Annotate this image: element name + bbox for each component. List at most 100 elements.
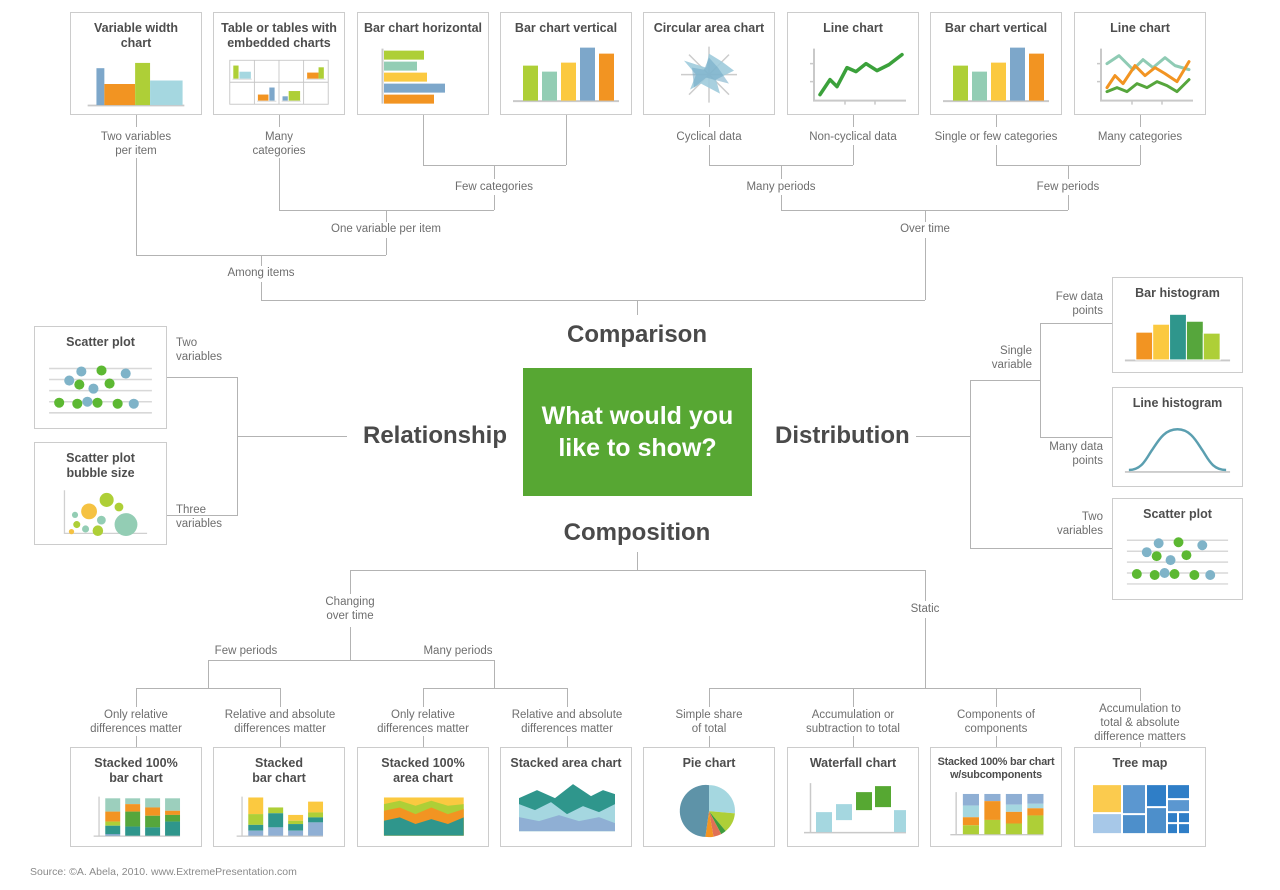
node-static: Static <box>910 603 940 615</box>
card-bar-chart-vertical-2: Bar chart vertical <box>930 12 1062 115</box>
card-title: Table or tables with embedded charts <box>221 21 337 50</box>
node-many-data-points: Many data points <box>1049 441 1103 468</box>
connector-line <box>925 210 926 222</box>
multi-line-chart-icon <box>1075 38 1205 114</box>
scatter-plot-icon <box>1113 524 1242 599</box>
connector-line <box>1040 323 1112 324</box>
node-relative-absolute-1: Relative and absolute differences matter <box>224 709 336 736</box>
connector-line <box>494 165 495 179</box>
connector-line <box>136 736 137 747</box>
connector-line <box>350 570 351 594</box>
card-title: Bar chart vertical <box>514 21 618 35</box>
connector-line <box>996 688 997 707</box>
connector-line <box>566 115 567 165</box>
connector-line <box>637 300 638 315</box>
stacked-area-chart-icon <box>501 773 631 846</box>
connector-line <box>423 736 424 747</box>
node-many-periods: Many periods <box>746 181 816 193</box>
connector-line <box>853 115 854 127</box>
node-changing-over-time: Changing over time <box>325 596 375 623</box>
connector-line <box>853 736 854 747</box>
stacked-100-bar-chart-icon <box>71 788 201 847</box>
connector-line <box>1040 323 1041 438</box>
card-title: Stacked 100% bar chart w/subcomponents <box>937 756 1055 781</box>
bar-chart-vertical-icon <box>501 38 631 114</box>
card-title: Stacked bar chart <box>252 756 306 785</box>
connector-line <box>996 115 997 127</box>
connector-line <box>970 380 971 549</box>
connector-line <box>853 688 854 707</box>
connector-line <box>423 688 424 707</box>
card-title: Stacked 100% area chart <box>381 756 465 785</box>
connector-line <box>1140 742 1141 747</box>
table-embedded-charts-icon <box>214 53 344 115</box>
node-one-variable-per-item: One variable per item <box>331 223 441 235</box>
source-credit: Source: ©A. Abela, 2010. www.ExtremePres… <box>30 866 297 878</box>
connector-line <box>1068 165 1069 179</box>
node-few-periods: Few periods <box>1036 181 1100 193</box>
card-tree-map: Tree map <box>1074 747 1206 847</box>
connector-line <box>167 377 237 378</box>
connector-line <box>350 570 925 571</box>
connector-line <box>925 238 926 300</box>
card-title: Circular area chart <box>653 21 765 35</box>
card-title: Line chart <box>823 21 883 35</box>
connector-line <box>853 145 854 165</box>
question-box: What would you like to show? <box>523 368 752 496</box>
connector-line <box>386 238 387 255</box>
card-title: Scatter plot <box>1143 507 1212 521</box>
bar-chart-horizontal-icon <box>358 38 488 114</box>
connector-line <box>136 688 137 707</box>
card-stacked-100-bar-subcomponents: Stacked 100% bar chart w/subcomponents <box>930 747 1062 847</box>
stacked-100-area-chart-icon <box>358 788 488 847</box>
card-scatter-plot: Scatter plot <box>34 326 167 429</box>
connector-line <box>709 115 710 127</box>
node-accumulation-subtraction: Accumulation or subtraction to total <box>806 709 900 736</box>
bar-chart-vertical-icon <box>931 38 1061 114</box>
node-few-data-points: Few data points <box>1055 291 1103 318</box>
connector-line <box>208 660 209 688</box>
card-title: Line chart <box>1110 21 1170 35</box>
card-title: Line histogram <box>1132 396 1223 410</box>
connector-line <box>996 145 997 165</box>
card-title: Scatter plot bubble size <box>66 451 135 480</box>
connector-line <box>781 210 1068 211</box>
connector-line <box>280 736 281 747</box>
card-variable-width-chart: Variable width chart <box>70 12 202 115</box>
card-stacked-area-chart: Stacked area chart <box>500 747 632 847</box>
card-bar-chart-vertical: Bar chart vertical <box>500 12 632 115</box>
node-cyclical-data: Cyclical data <box>676 131 742 143</box>
node-few-categories: Few categories <box>455 181 533 193</box>
node-simple-share: Simple share of total <box>675 709 743 736</box>
connector-line <box>136 158 137 255</box>
connector-line <box>279 115 280 127</box>
connector-line <box>261 300 925 301</box>
line-histogram-icon <box>1113 413 1242 486</box>
card-line-histogram: Line histogram <box>1112 387 1243 487</box>
card-bar-histogram: Bar histogram <box>1112 277 1243 373</box>
connector-line <box>386 210 387 222</box>
pie-chart-icon <box>644 773 774 846</box>
connector-line <box>237 377 238 516</box>
node-among-items: Among items <box>227 267 295 279</box>
card-title: Scatter plot <box>66 335 135 349</box>
connector-line <box>279 158 280 210</box>
connector-line <box>709 145 710 165</box>
node-two-variables-dist: Two variables <box>1056 511 1103 538</box>
variable-width-chart-icon <box>71 53 201 115</box>
connector-line <box>637 552 638 570</box>
card-stacked-bar-chart: Stacked bar chart <box>213 747 345 847</box>
card-title: Bar chart horizontal <box>363 21 483 35</box>
connector-line <box>136 688 280 689</box>
card-title: Bar chart vertical <box>944 21 1048 35</box>
card-waterfall-chart: Waterfall chart <box>787 747 919 847</box>
connector-line <box>709 688 710 707</box>
connector-line <box>970 380 1040 381</box>
connector-line <box>1068 195 1069 210</box>
card-line-chart: Line chart <box>787 12 919 115</box>
connector-line <box>494 195 495 210</box>
connector-line <box>709 736 710 747</box>
connector-line <box>136 115 137 127</box>
card-title: Variable width chart <box>93 21 179 50</box>
node-many-periods-comp: Many periods <box>423 645 493 657</box>
